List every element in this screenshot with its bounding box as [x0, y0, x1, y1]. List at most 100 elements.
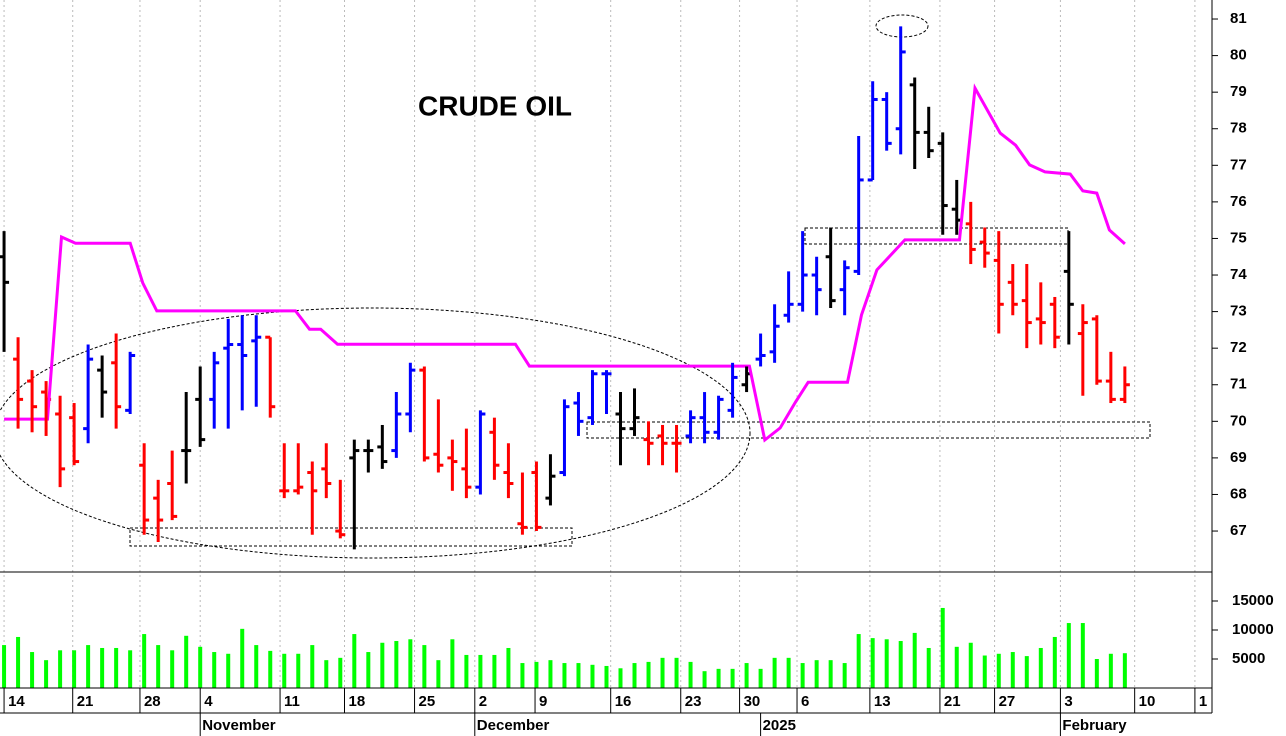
y-tick-label: 69 — [1230, 449, 1247, 466]
volume-bar — [1010, 652, 1015, 688]
volume-bar — [324, 660, 329, 688]
x-tick-label: 16 — [615, 693, 632, 710]
volume-bar — [114, 647, 119, 688]
x-tick-label: 25 — [419, 693, 436, 710]
month-label: 2025 — [763, 717, 796, 734]
volume-bar — [702, 671, 707, 688]
volume-bar — [408, 639, 413, 688]
month-label: November — [202, 717, 276, 734]
y-tick-label: 10000 — [1232, 621, 1274, 638]
x-tick-label: 4 — [204, 693, 213, 710]
volume-bar — [520, 663, 525, 688]
volume-bar — [2, 645, 7, 688]
range-ellipse — [0, 307, 751, 559]
month-label: December — [477, 717, 550, 734]
chart-title: CRUDE OIL — [418, 90, 572, 121]
volume-bar — [856, 634, 861, 688]
x-tick-label: 21 — [77, 693, 94, 710]
x-tick-label: 13 — [874, 693, 891, 710]
volume-bar — [170, 650, 175, 688]
volume-bar — [100, 647, 105, 688]
volume-bar — [184, 635, 189, 688]
volume-bar — [716, 668, 721, 688]
y-tick-label: 71 — [1230, 376, 1247, 393]
volume-bar — [198, 646, 203, 688]
y-tick-label: 72 — [1230, 339, 1247, 356]
volume-bar — [814, 660, 819, 688]
volume-bar — [44, 660, 49, 688]
volume-bar — [632, 663, 637, 688]
y-tick-label: 80 — [1230, 47, 1247, 64]
x-tick-label: 27 — [999, 693, 1016, 710]
volume-bar — [16, 636, 21, 688]
volume-bar — [478, 654, 483, 688]
volume-bar — [884, 639, 889, 688]
volume-bar — [898, 641, 903, 688]
stop-line — [4, 83, 1126, 443]
target-box — [586, 421, 1151, 439]
volume-bar — [240, 628, 245, 688]
volume-bar — [940, 607, 945, 688]
volume-bar — [86, 645, 91, 688]
volume-bar — [618, 668, 623, 688]
volume-bar — [142, 634, 147, 688]
volume-bar — [674, 657, 679, 688]
y-tick-label: 75 — [1230, 229, 1247, 246]
annotations — [0, 14, 1151, 559]
volume-bar — [296, 653, 301, 688]
volume-bar — [828, 660, 833, 688]
support-box — [129, 527, 573, 547]
x-tick-label: 11 — [284, 693, 300, 710]
x-tick-label: 30 — [744, 693, 761, 710]
x-tick-label: 10 — [1139, 693, 1156, 710]
volume-bar — [492, 654, 497, 688]
volume-bar — [590, 664, 595, 688]
y-tick-label: 76 — [1230, 193, 1247, 210]
volume-bar — [772, 657, 777, 688]
y-tick-label: 78 — [1230, 120, 1247, 137]
volume-bar — [338, 657, 343, 688]
volume-bar — [730, 668, 735, 688]
volume-bar — [688, 661, 693, 688]
volume-bar — [254, 645, 259, 688]
volume-bar — [1038, 647, 1043, 688]
volume-bar — [436, 660, 441, 688]
volume-bar — [758, 668, 763, 688]
y-tick-label: 81 — [1230, 10, 1247, 27]
volume-bar — [58, 650, 63, 688]
volume-bar — [394, 641, 399, 688]
x-tick-label: 23 — [685, 693, 702, 710]
y-tick-label: 15000 — [1232, 592, 1274, 609]
volume-bar — [576, 663, 581, 688]
volume-bar — [1122, 653, 1127, 688]
volume-bar — [1080, 623, 1085, 688]
volume-bar — [604, 665, 609, 688]
volume-bar — [968, 642, 973, 688]
y-tick-label: 74 — [1230, 266, 1247, 283]
volume-bar — [1094, 659, 1099, 688]
y-tick-label: 67 — [1230, 522, 1247, 539]
volume-bar — [982, 655, 987, 688]
volume-bar — [996, 653, 1001, 688]
volume-bar — [534, 661, 539, 688]
volume-bar — [352, 634, 357, 688]
x-tick-label: 28 — [144, 693, 161, 710]
volume-bar — [282, 653, 287, 688]
volume-bar — [128, 650, 133, 688]
x-tick-label: 9 — [539, 693, 547, 710]
volume-bar — [450, 639, 455, 688]
volume-bar — [1108, 653, 1113, 688]
volume-bar — [646, 661, 651, 688]
volume-bar — [422, 645, 427, 688]
volume-bar — [786, 657, 791, 688]
y-tick-label: 77 — [1230, 156, 1247, 173]
y-tick-label: 70 — [1230, 412, 1247, 429]
volume-bar — [744, 663, 749, 688]
plot — [0, 50, 1130, 688]
volume-bar — [506, 647, 511, 688]
x-tick-label: 1 — [1199, 693, 1207, 710]
volume-bar — [268, 650, 273, 688]
volume-bar — [1066, 623, 1071, 688]
